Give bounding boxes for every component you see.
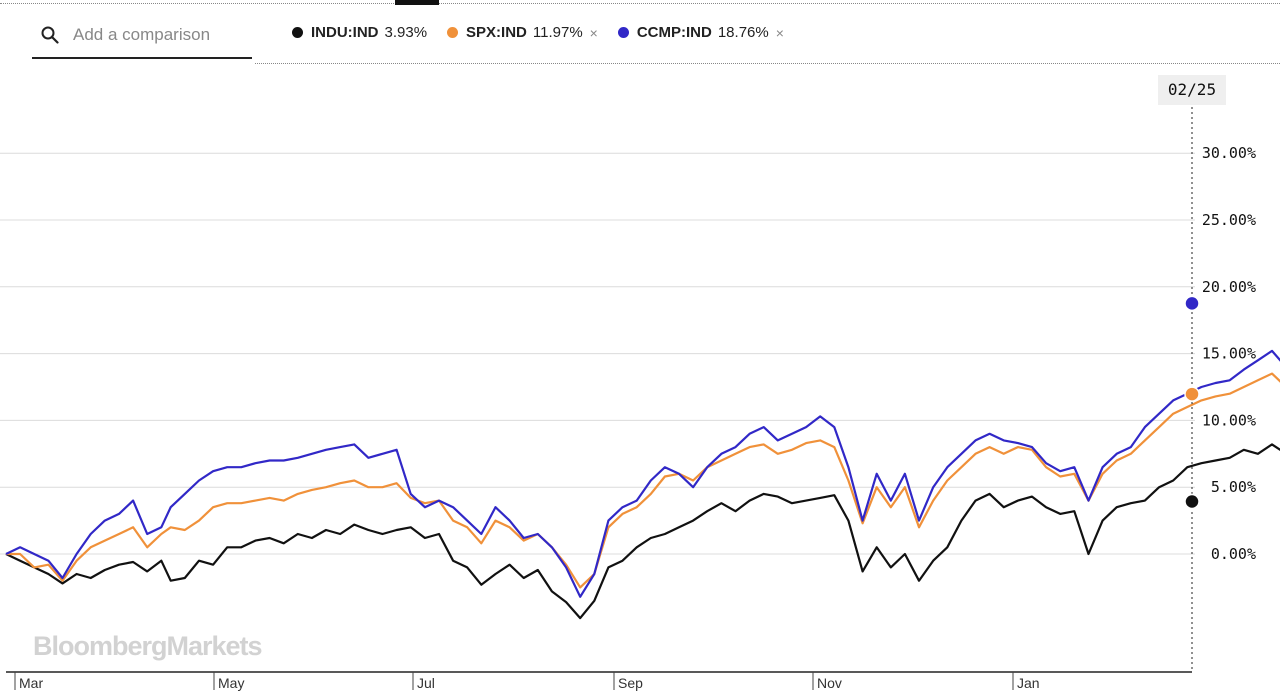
y-tick-label: 5.00% xyxy=(1211,478,1256,496)
series-lines xyxy=(6,153,1280,618)
end-marker-indu xyxy=(1185,494,1199,508)
brand-logo: BloombergMarkets xyxy=(33,631,262,662)
x-axis: Mar May Jul Sep Nov Jan xyxy=(6,672,1192,691)
series-line-spx xyxy=(6,273,1280,587)
end-marker-spx xyxy=(1185,387,1199,401)
y-tick-label: 10.00% xyxy=(1202,411,1256,429)
y-axis-ticks: 30.00% 25.00% 20.00% 15.00% 10.00% 5.00% 0.00% xyxy=(1202,144,1256,563)
y-tick-label: 25.00% xyxy=(1202,211,1256,229)
cursor-date-badge: 02/25 xyxy=(1158,75,1226,105)
x-tick-label: May xyxy=(218,675,244,691)
y-tick-label: 30.00% xyxy=(1202,144,1256,162)
x-tick-label: Mar xyxy=(19,675,43,691)
y-tick-label: 15.00% xyxy=(1202,345,1256,363)
x-tick-label: Sep xyxy=(618,675,643,691)
end-marker-ccmp xyxy=(1185,296,1199,310)
y-tick-label: 20.00% xyxy=(1202,278,1256,296)
x-tick-label: Jul xyxy=(417,675,435,691)
grid-lines xyxy=(0,153,1195,554)
y-tick-label: 0.00% xyxy=(1211,545,1256,563)
x-tick-label: Jan xyxy=(1017,675,1040,691)
x-tick-label: Nov xyxy=(817,675,842,691)
